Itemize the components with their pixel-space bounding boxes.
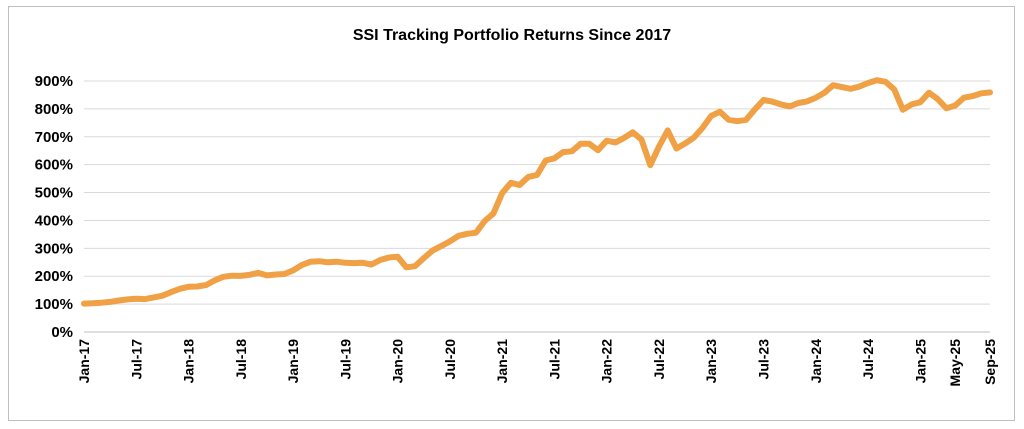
series-group [81,77,993,307]
y-tick-label: 400% [35,212,73,229]
x-tick-label: Jan-18 [181,339,197,384]
y-tick-label: 0% [51,324,73,341]
x-tick-label: Jul-20 [442,339,458,380]
x-tick-label: Jul-23 [756,339,772,380]
x-tick-label: Jan-22 [599,339,615,384]
x-tick-label: Jan-19 [285,339,301,384]
x-tick-label: Jan-17 [76,339,92,384]
y-tick-label: 700% [35,129,73,146]
x-tick-label: May-25 [947,339,963,387]
y-tick-label: 200% [35,268,73,285]
y-tick-label: 100% [35,296,73,313]
y-tick-label: 900% [35,73,73,90]
x-tick-label: Jan-23 [703,339,719,384]
y-tick-label: 500% [35,185,73,202]
y-axis-tick-labels: 0% 100% 200% 300% 400% 500% 600% 700% 800% 900% [35,73,73,341]
x-tick-label: Jul-24 [860,339,876,380]
chart-frame [8,6,1015,421]
x-tick-label: Jan-21 [494,339,510,384]
x-tick-label: Jan-20 [390,339,406,384]
y-tick-label: 600% [35,157,73,174]
x-tick-label: Jan-24 [808,339,824,384]
x-tick-label: Jul-19 [337,339,353,380]
y-tick-label: 300% [35,240,73,257]
x-tick-label: Jan-25 [912,339,928,384]
y-tick-label: 800% [35,101,73,118]
x-tick-label: Jul-18 [233,339,249,380]
x-tick-label: Sep-25 [982,339,998,385]
x-tick-label: Jul-22 [651,339,667,380]
x-tick-label: Jul-17 [128,339,144,380]
x-tick-label: Jul-21 [546,339,562,380]
x-axis-tick-labels: Jan-17 Jul-17 Jan-18 Jul-18 Jan-19 Jul-19 Jan-… [76,339,998,387]
series-line [81,77,993,307]
chart-title: SSI Tracking Portfolio Returns Since 201… [352,27,672,44]
gridlines [84,80,990,333]
